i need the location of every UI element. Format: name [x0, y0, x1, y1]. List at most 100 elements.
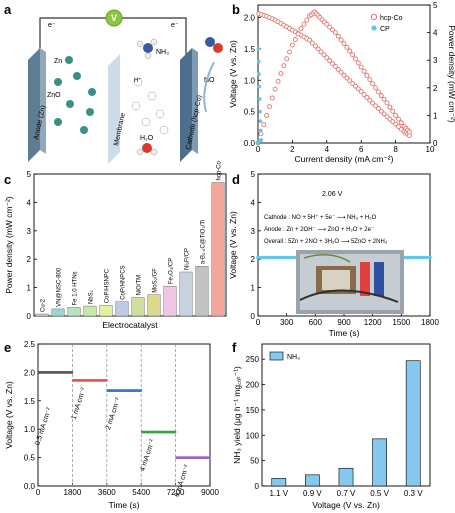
b-xtick-label: 6 — [359, 145, 364, 154]
panel-b-xticks: 0 2 4 6 8 10 — [256, 140, 435, 154]
b-point-hcp-co — [304, 17, 310, 23]
d-point — [413, 255, 418, 260]
d-point — [259, 255, 263, 260]
panel-d-xticks: 0 300 600 900 1200 1500 1800 — [256, 313, 439, 327]
b-point-hcp-co — [295, 31, 301, 37]
panel-b-xlabel: Current density (mA cm⁻²) — [295, 154, 394, 164]
b-point-hcp-co — [269, 95, 275, 101]
c-bar — [147, 294, 161, 317]
nh3-label: NH₃ — [156, 49, 169, 56]
d-point — [270, 255, 275, 260]
panel-c-plot: Cu-2 VN@NSC-800 Fe 1.0 HTNs NbS₂ CoP/HSNPC Co… — [35, 161, 225, 317]
c-bar — [115, 301, 129, 317]
membrane-slab — [108, 54, 120, 164]
b-point-hcp-co — [267, 104, 272, 110]
f-bar — [372, 438, 387, 487]
b-ytick-label: 1.5 — [244, 45, 256, 54]
b-point-hcp-co — [275, 78, 281, 84]
b-point-hcp-co — [364, 94, 370, 100]
panel-b-ylabel: Voltage (V vs. Zn) — [228, 40, 238, 108]
c-bar-label: Fe 1.0 HTNs — [73, 271, 79, 305]
d-point — [276, 255, 280, 260]
voltmeter-icon — [105, 9, 123, 27]
no-label: NO — [204, 77, 215, 84]
b-point-hcp-co — [355, 86, 361, 92]
panel-c: c 0 1 2 3 4 5 Cu-2 VN@NSC-800 Fe 1.0 HTNs NbS₂ Co… — [4, 161, 227, 330]
c-bar-label: Cu-2 — [41, 298, 47, 312]
b-point-hcp-co — [378, 93, 384, 99]
legend-nh3: NH₃ — [287, 354, 300, 361]
c-bar-label: NiO/TM — [137, 275, 143, 296]
panel-c-yticks: 0 1 2 3 4 5 — [27, 170, 37, 321]
e-ytick-label: 0.5 — [24, 454, 36, 463]
c-bar — [67, 307, 81, 317]
panel-f: f 0 50 100 150 200 250 1.1 V 0.9 V 0.7 V 0.5 V 0.… — [232, 340, 431, 510]
f-xtick-label: 0.3 V — [404, 489, 423, 498]
e-point — [104, 378, 108, 382]
f-ytick-label: 100 — [246, 431, 260, 440]
c-bar-label: MoS₂/GF — [153, 268, 159, 293]
d-point — [264, 255, 269, 260]
f-ytick-label: 200 — [246, 381, 260, 390]
b-xtick-label: 10 — [426, 145, 435, 154]
panel-b-legend: hcp-Co CP — [370, 13, 403, 33]
c-bar-label: Fe₂O₃/CP — [169, 258, 175, 284]
c-ytick-label: 0 — [27, 312, 32, 321]
panel-c-ylabel: Power density (mW cm⁻²) — [4, 196, 14, 294]
panel-d-ylabel: Voltage (V vs. Zn) — [228, 211, 238, 279]
b-point-hcp-co — [287, 49, 292, 55]
d-point — [425, 255, 429, 260]
b-point-hcp-co — [393, 112, 399, 118]
c-bar-label: Ni₂P/CP — [185, 248, 191, 270]
c-ytick-label: 1 — [27, 284, 32, 293]
flow-arrow — [203, 61, 215, 113]
b-point-hcp-co — [406, 129, 412, 135]
d-point — [287, 255, 292, 260]
panel-a-label: a — [4, 2, 12, 17]
b-point-hcp-co — [350, 80, 356, 86]
b-point-hcp-co — [358, 64, 364, 70]
electron-left-label: e⁻ — [48, 22, 56, 29]
c-bar — [51, 308, 65, 317]
b-point-hcp-co — [353, 83, 358, 89]
c-bar — [99, 305, 113, 317]
d-point — [267, 255, 272, 260]
d-point — [261, 255, 266, 260]
panel-e-yticks: 0.0 0.5 1.0 1.5 2.0 2.5 — [24, 340, 41, 491]
d-point — [416, 255, 421, 260]
b-point-cp — [259, 138, 264, 142]
b-y2tick-label: 5 — [433, 1, 438, 10]
b-point-hcp-co — [364, 72, 370, 78]
b-point-hcp-co — [332, 64, 338, 69]
b-point-hcp-co — [367, 77, 373, 82]
d-point — [408, 255, 412, 260]
panel-f-label: f — [232, 340, 237, 355]
f-xtick-label: 0.9 V — [303, 489, 322, 498]
overall-equation: Overall : 5Zn + 2NO + 3H₂O ⟶ 5ZnO + 2NH₃ — [264, 239, 388, 245]
f-bar — [405, 360, 421, 487]
b-point-hcp-co — [361, 68, 367, 74]
e-ytick-label: 1.0 — [24, 425, 36, 434]
b-xtick-label: 0 — [256, 145, 261, 154]
anode-side — [40, 48, 46, 154]
panel-c-label: c — [4, 172, 11, 187]
d-point — [282, 255, 286, 260]
f-bar — [305, 474, 320, 487]
d-ytick-label: 0 — [251, 312, 256, 321]
anode-slab — [28, 48, 40, 162]
panel-f-frame — [261, 343, 431, 487]
f-ytick-label: 50 — [250, 457, 259, 466]
b-point-hcp-co — [298, 26, 304, 31]
b-point-hcp-co — [387, 104, 393, 110]
panel-c-xlabel: Electrocatalyst — [102, 320, 158, 330]
b-point-cp — [256, 59, 261, 64]
b-point-hcp-co — [353, 56, 358, 62]
zn-label: Zn — [54, 58, 62, 65]
b-point-hcp-co — [258, 131, 264, 137]
b-point-hcp-co — [341, 41, 347, 47]
d-xtick-label: 300 — [280, 318, 294, 327]
c-ytick-label: 5 — [27, 170, 32, 179]
proton-ions — [131, 77, 169, 135]
b-point-hcp-co — [312, 43, 318, 49]
